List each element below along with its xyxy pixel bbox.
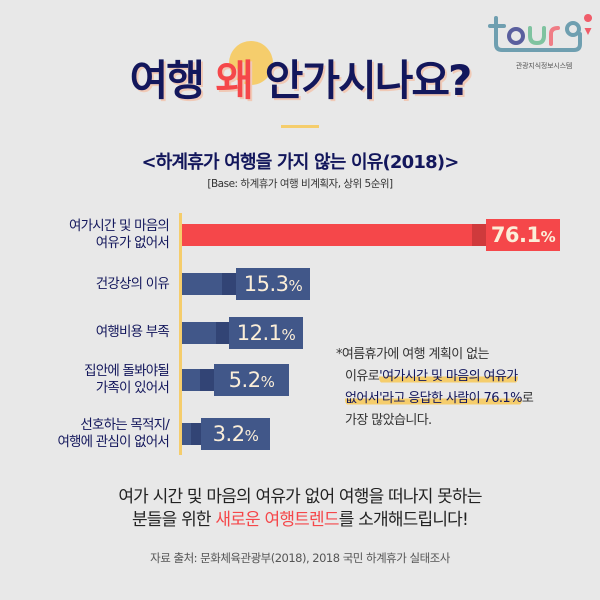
bar-label: 집안에 돌봐야될 가족이 있어서 [84, 363, 170, 396]
bar-value-box: 76.1% [486, 219, 560, 251]
source-citation: 자료 출처: 문화체육관광부(2018), 2018 국민 하계휴가 실태조사 [150, 551, 450, 565]
chart-axis [179, 213, 182, 455]
title-before: 여행 [129, 56, 216, 105]
tour9-logo [488, 14, 592, 74]
note-highlight: 없어서'라고 응답한 사람이 76.1% [345, 391, 522, 406]
bar-shade [222, 273, 236, 295]
page-title: 여행 왜 안가시나요? [0, 56, 600, 106]
bar-shade [472, 224, 486, 246]
logo-subtitle: 관광지식정보시스템 [515, 62, 573, 70]
bar-value-box: 15.3% [236, 268, 310, 300]
title-decor-circle [229, 41, 273, 85]
bar-shade [216, 322, 229, 344]
chart-title: <하계휴가 여행을 가지 않는 이유(2018)> [141, 152, 459, 173]
message-accent: 새로운 여행트렌드 [215, 510, 339, 530]
bar [182, 423, 191, 445]
bar [182, 322, 216, 344]
bar [182, 369, 200, 391]
tour9-logo-icon [488, 14, 592, 52]
chart-note: *여름휴가에 여행 계획이 없는 이유로 '여가시간 및 마음의 여유가 없어서… [336, 347, 534, 428]
bar [182, 273, 222, 295]
summary-message: 여가 시간 및 마음의 여유가 없어 여행을 떠나지 못하는 분들을 위한 새로… [118, 487, 482, 530]
bar-value-box: 3.2% [201, 418, 270, 450]
bar-shade [200, 369, 214, 391]
bar-label: 건강상의 이유 [95, 276, 170, 292]
title-accent: 왜 [215, 56, 255, 105]
bar-value-box: 12.1% [229, 317, 303, 349]
bar-label: 여가시간 및 마음의 여유가 없어서 [69, 218, 170, 251]
bar-value-box: 5.2% [214, 364, 289, 396]
note-highlight: '여가시간 및 마음의 여유가 [379, 369, 518, 384]
title-divider [281, 125, 319, 128]
bar-shade [191, 423, 201, 445]
chart-subtitle: [Base: 하계휴가 여행 비계획자, 상위 5순위] [207, 178, 393, 190]
title-after: 안가시나요? [252, 56, 473, 105]
bar-label: 여행비용 부족 [95, 324, 170, 340]
bar-label: 선호하는 목적지/ 여행에 관심이 없어서 [57, 417, 169, 450]
bar [182, 224, 472, 246]
